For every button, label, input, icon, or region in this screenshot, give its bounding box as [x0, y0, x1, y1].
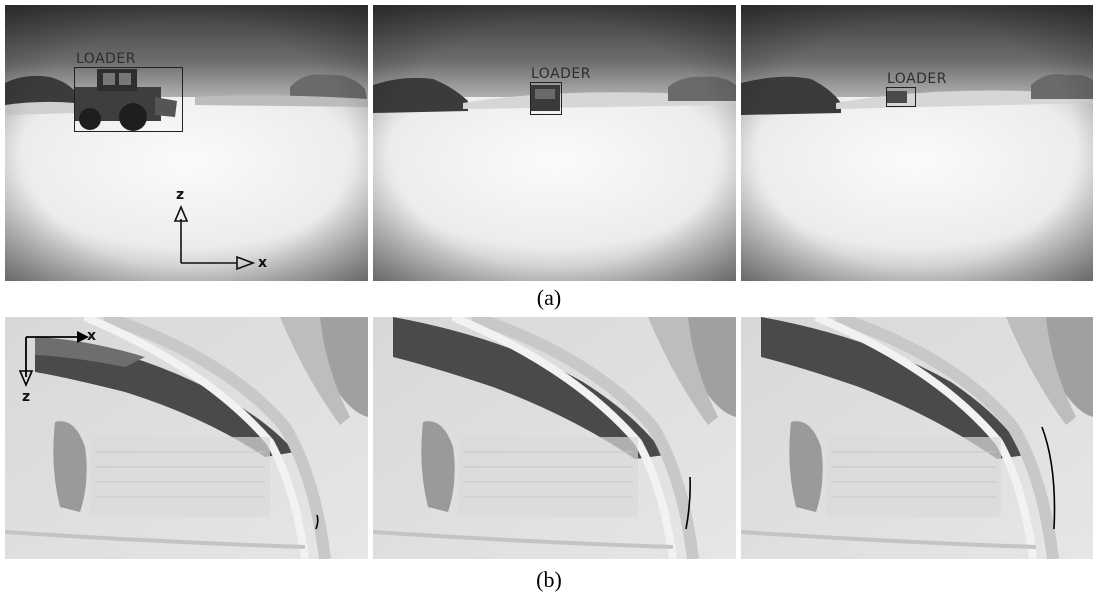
caption-a: (a) [536, 285, 562, 310]
ground-scene-2 [373, 5, 736, 281]
axis-label-x: x [258, 255, 268, 271]
row-a-ground-views: LOADER z x LOADER [5, 5, 1093, 281]
aerial-view-frame-1: x z [5, 317, 368, 559]
axis-label-z: z [22, 389, 31, 405]
aerial-scene-3 [741, 317, 1093, 559]
detection-box [74, 67, 183, 132]
ground-view-frame-2: LOADER [373, 5, 736, 281]
detection-label: LOADER [531, 66, 592, 82]
aerial-scene-2 [373, 317, 736, 559]
aerial-scene-1 [5, 317, 368, 559]
z-arrow-icon [18, 370, 34, 388]
ground-view-frame-1: LOADER z x [5, 5, 368, 281]
aerial-view-frame-3 [741, 317, 1093, 559]
trajectory-path [1041, 426, 1056, 530]
aerial-view-frame-2 [373, 317, 736, 559]
detection-label: LOADER [76, 51, 137, 67]
trajectory-path [315, 514, 319, 530]
axis-label-x: x [87, 328, 97, 344]
trajectory-path [685, 476, 691, 530]
ground-scene-1 [5, 5, 368, 281]
ground-scene-3 [741, 5, 1093, 281]
axis-label-z: z [176, 187, 185, 203]
detection-box [530, 82, 562, 115]
detection-label: LOADER [887, 71, 948, 87]
detection-box [886, 87, 916, 107]
ground-view-frame-3: LOADER [741, 5, 1093, 281]
row-b-aerial-views: x z [5, 317, 1093, 559]
caption-b: (b) [536, 567, 562, 592]
x-arrow-icon [77, 331, 89, 343]
